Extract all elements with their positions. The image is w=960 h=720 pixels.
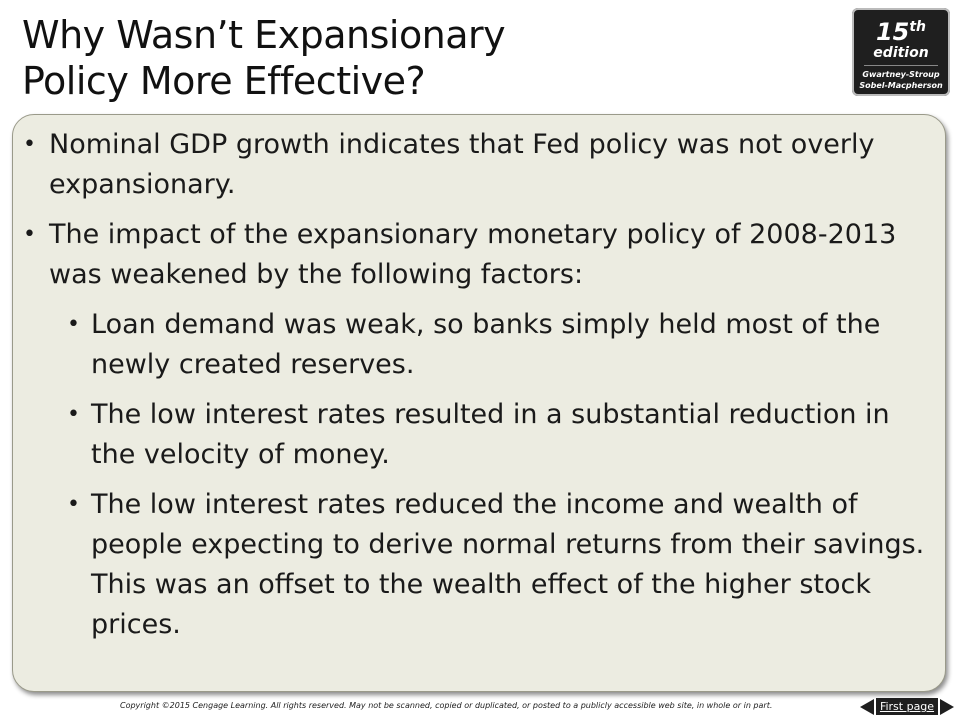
bullet-text: Nominal GDP growth indicates that Fed po…	[49, 129, 875, 200]
edition-number-suffix: th	[909, 19, 927, 35]
bullet-item: • The low interest rates resulted in a su…	[23, 395, 933, 475]
bullet-item: • Loan demand was weak, so banks simply h…	[23, 305, 933, 385]
arrow-left-icon	[859, 698, 874, 715]
edition-badge: 15th edition Gwartney-Stroup Sobel-Macph…	[852, 8, 950, 96]
first-page-label[interactable]: First page	[875, 698, 939, 715]
slide-title: Why Wasn’t Expansionary Policy More Effe…	[22, 12, 822, 104]
edition-number-value: 15	[875, 18, 910, 46]
bullet-item: • The low interest rates reduced the inco…	[23, 485, 933, 645]
bullet-item: • Nominal GDP growth indicates that Fed p…	[23, 125, 933, 205]
bullet-text: The low interest rates resulted in a sub…	[91, 399, 890, 470]
bullet-text: The low interest rates reduced the incom…	[91, 489, 925, 640]
bullet-text: Loan demand was weak, so banks simply he…	[91, 309, 881, 380]
copyright-notice: Copyright ©2015 Cengage Learning. All ri…	[120, 701, 773, 710]
bullet-text: The impact of the expansionary monetary …	[49, 219, 897, 290]
slide-title-line-1: Why Wasn’t Expansionary	[22, 13, 506, 57]
bullet-dot-icon: •	[67, 402, 80, 427]
content-panel: • Nominal GDP growth indicates that Fed p…	[12, 114, 946, 692]
arrow-right-icon	[940, 698, 955, 715]
badge-divider	[864, 65, 938, 66]
bullet-dot-icon: •	[23, 132, 36, 157]
badge-authors-line-2: Sobel-Macpherson	[859, 81, 943, 90]
badge-authors-line-1: Gwartney-Stroup	[862, 70, 940, 79]
bullet-dot-icon: •	[67, 492, 80, 517]
first-page-button[interactable]: First page	[858, 697, 956, 716]
bullet-list: • Nominal GDP growth indicates that Fed p…	[23, 125, 933, 655]
bullet-dot-icon: •	[67, 312, 80, 337]
slide-title-line-2: Policy More Effective?	[22, 59, 426, 103]
bullet-dot-icon: •	[23, 222, 36, 247]
edition-label: edition	[873, 45, 929, 61]
edition-number: 15th	[852, 14, 950, 45]
bullet-item: • The impact of the expansionary monetary…	[23, 215, 933, 295]
